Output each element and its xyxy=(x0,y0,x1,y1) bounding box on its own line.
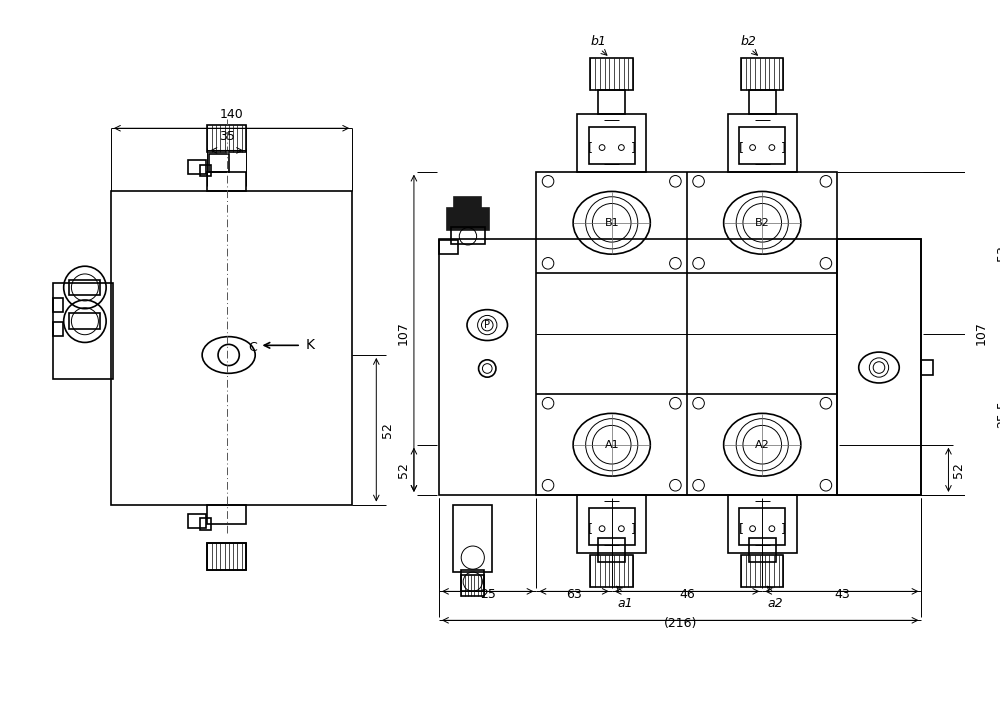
Bar xyxy=(837,239,921,495)
Bar xyxy=(536,172,837,495)
Bar xyxy=(739,128,785,164)
Text: a1: a1 xyxy=(617,598,633,610)
Bar xyxy=(209,155,229,172)
Bar xyxy=(447,208,489,230)
Bar xyxy=(200,518,211,530)
Bar xyxy=(53,298,63,311)
Text: 52: 52 xyxy=(952,462,965,478)
Text: K: K xyxy=(306,338,315,352)
Bar xyxy=(453,505,492,572)
Bar xyxy=(749,89,776,113)
Bar xyxy=(749,538,776,562)
Text: (216): (216) xyxy=(664,617,697,630)
Bar xyxy=(69,280,100,295)
Text: 25: 25 xyxy=(480,588,496,601)
Text: 25.5: 25.5 xyxy=(996,401,1000,428)
Bar xyxy=(451,227,485,244)
Bar xyxy=(577,113,646,172)
Text: 53: 53 xyxy=(996,245,1000,261)
Bar xyxy=(728,495,797,553)
Text: b2: b2 xyxy=(741,35,757,48)
Text: [: [ xyxy=(588,522,593,535)
Text: C: C xyxy=(248,341,257,354)
Text: 52: 52 xyxy=(397,462,410,478)
Text: [: [ xyxy=(739,522,744,535)
Text: 140: 140 xyxy=(220,108,243,121)
Bar xyxy=(598,538,625,562)
Bar xyxy=(207,172,246,191)
Bar xyxy=(741,554,783,586)
Text: ]: ] xyxy=(631,522,635,535)
Text: A2: A2 xyxy=(755,440,770,450)
Bar xyxy=(53,322,63,335)
Bar xyxy=(739,508,785,545)
Bar xyxy=(207,543,246,570)
Text: 63: 63 xyxy=(566,588,582,601)
Text: [: [ xyxy=(739,141,744,154)
Text: 35: 35 xyxy=(219,130,235,143)
Text: ]: ] xyxy=(781,141,786,154)
Bar xyxy=(741,58,783,89)
Bar xyxy=(921,359,933,375)
Bar xyxy=(454,196,481,208)
Bar xyxy=(53,283,113,379)
Bar xyxy=(598,89,625,113)
Bar xyxy=(188,160,206,174)
Text: 43: 43 xyxy=(834,588,850,601)
Text: ]: ] xyxy=(781,522,786,535)
Bar xyxy=(200,165,211,177)
Bar xyxy=(207,125,246,152)
Text: 107: 107 xyxy=(975,321,988,345)
Text: ]: ] xyxy=(631,141,635,154)
Bar xyxy=(589,128,635,164)
Bar xyxy=(589,508,635,545)
Text: a2: a2 xyxy=(768,598,784,610)
Bar xyxy=(439,240,458,254)
Bar xyxy=(111,191,352,505)
Text: P: P xyxy=(484,320,490,330)
Bar xyxy=(590,58,633,89)
Text: b1: b1 xyxy=(590,35,606,48)
Text: 46: 46 xyxy=(679,588,695,601)
Text: 107: 107 xyxy=(397,321,410,345)
Text: A1: A1 xyxy=(604,440,619,450)
Text: [: [ xyxy=(588,141,593,154)
Bar xyxy=(207,543,246,570)
Bar xyxy=(728,113,797,172)
Bar xyxy=(69,313,100,329)
Bar xyxy=(207,505,246,524)
Bar xyxy=(439,239,921,495)
Text: B1: B1 xyxy=(604,218,619,228)
Text: B2: B2 xyxy=(755,218,770,228)
Bar xyxy=(461,575,484,596)
Bar xyxy=(577,495,646,553)
Text: 52: 52 xyxy=(381,422,394,437)
Bar xyxy=(590,554,633,586)
Bar xyxy=(461,570,484,591)
Bar xyxy=(188,514,206,527)
